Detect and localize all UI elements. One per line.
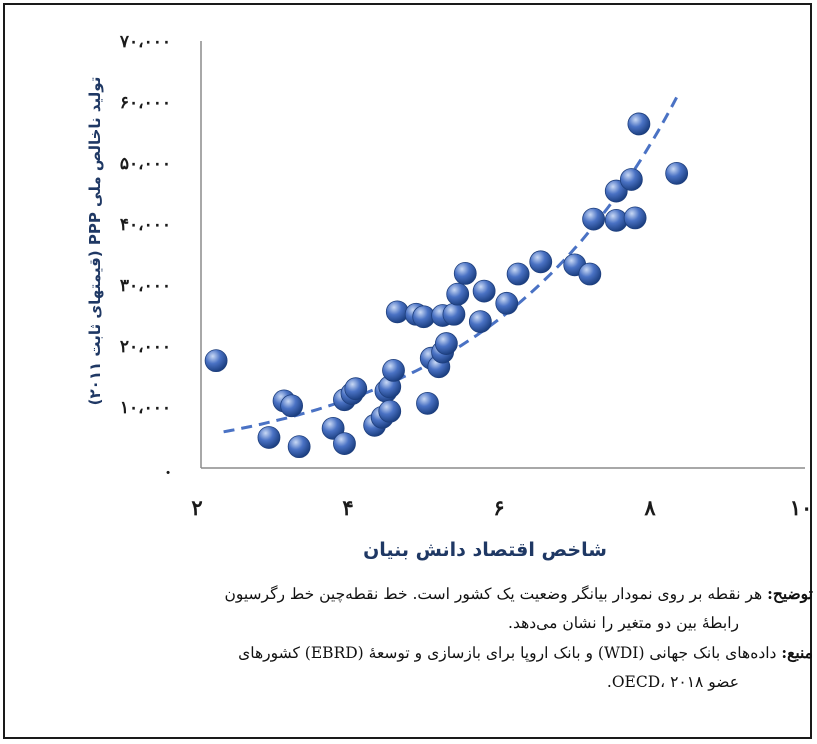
data-point bbox=[446, 282, 470, 306]
data-point bbox=[529, 250, 553, 274]
scatter-chart: . ۱۰،۰۰۰ ۲۰،۰۰۰ ۳۰،۰۰۰ ۴۰،۰۰۰ ۵۰،۰۰۰ ۶۰،۰۰۰ ۷۰،… bbox=[86, 32, 810, 561]
data-point bbox=[453, 262, 477, 285]
x-tick-label: ۶ bbox=[493, 495, 504, 520]
y-tick-label: ۶۰،۰۰۰ bbox=[120, 93, 171, 113]
source-label: منبع: bbox=[781, 643, 813, 662]
y-tick-label: . bbox=[165, 459, 171, 479]
data-point bbox=[578, 262, 602, 286]
y-tick-label: ۷۰،۰۰۰ bbox=[119, 32, 171, 52]
data-point bbox=[378, 399, 402, 423]
data-point bbox=[495, 291, 519, 315]
data-point bbox=[280, 394, 304, 418]
data-point bbox=[204, 349, 228, 373]
data-point bbox=[257, 426, 281, 449]
data-point bbox=[385, 300, 409, 324]
note-line-2: رابطهٔ بین دو متغیر را نشان می‌دهد. bbox=[508, 614, 739, 632]
note-line-1: توضیح: هر نقطه بر روی نمودار بیانگر وضعی… bbox=[13, 579, 813, 609]
note-label: توضیح: bbox=[767, 584, 813, 603]
data-point bbox=[333, 432, 356, 456]
data-point bbox=[619, 168, 643, 191]
note-line-3: منبع: داده‌های بانک جهانی (WDI) و بانک ا… bbox=[13, 638, 813, 668]
data-point bbox=[506, 262, 530, 286]
y-tick-label: ۳۰،۰۰۰ bbox=[120, 276, 171, 296]
data-point bbox=[665, 161, 689, 185]
data-point bbox=[604, 208, 628, 232]
note-line-4: عضو OECD، ۲۰۱۸. bbox=[606, 673, 739, 691]
x-tick-label: ۱۰ bbox=[790, 495, 810, 520]
source-text: داده‌های بانک جهانی (WDI) و بانک اروپا ب… bbox=[238, 644, 782, 662]
data-point bbox=[468, 310, 492, 334]
y-tick-label: ۲۰،۰۰۰ bbox=[120, 337, 171, 357]
trend-line bbox=[223, 96, 678, 434]
x-tick-label: ۲ bbox=[191, 495, 202, 520]
y-tick-label: ۵۰،۰۰۰ bbox=[120, 154, 171, 174]
y-tick-label: ۱۰،۰۰۰ bbox=[120, 398, 171, 418]
figure-notes: توضیح: هر نقطه بر روی نمودار بیانگر وضعی… bbox=[13, 579, 813, 697]
data-point bbox=[287, 435, 311, 459]
data-point bbox=[434, 332, 458, 355]
data-point bbox=[416, 391, 439, 415]
figure-frame: . ۱۰،۰۰۰ ۲۰،۰۰۰ ۳۰،۰۰۰ ۴۰،۰۰۰ ۵۰،۰۰۰ ۶۰،۰۰۰ ۷۰،… bbox=[3, 3, 813, 739]
data-point bbox=[623, 206, 647, 230]
data-point bbox=[442, 302, 466, 326]
note-text: هر نقطه بر روی نمودار بیانگر وضعیت یک کش… bbox=[224, 585, 768, 603]
y-tick-label: ۴۰،۰۰۰ bbox=[120, 215, 171, 235]
x-tick-label: ۴ bbox=[342, 495, 353, 520]
data-point bbox=[472, 279, 496, 303]
x-axis-label: شاخص اقتصاد دانش بنیان bbox=[363, 539, 607, 561]
data-point bbox=[582, 207, 605, 231]
data-point bbox=[344, 377, 368, 401]
x-tick-label: ۸ bbox=[643, 495, 656, 520]
y-axis-label: تولید ناخالص ملی PPP (قیمتهای ثابت ۲۰۱۱) bbox=[86, 77, 104, 406]
data-point bbox=[627, 112, 651, 136]
data-point bbox=[382, 358, 405, 382]
